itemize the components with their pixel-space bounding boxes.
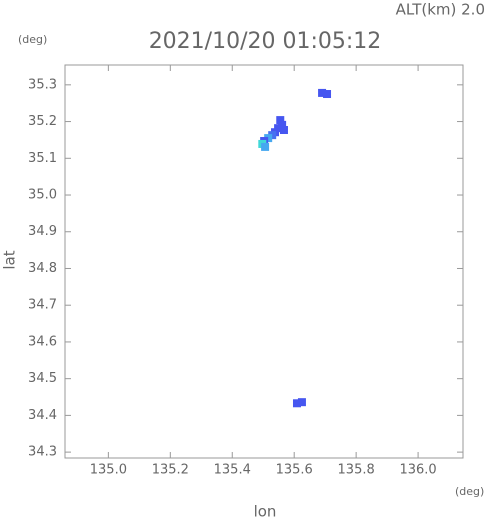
echo-cell: [279, 126, 288, 135]
echo-cell: [276, 116, 285, 125]
x-axis-label: lon: [254, 503, 277, 521]
y-tick-label: 34.8: [28, 261, 57, 276]
y-tick-label: 34.4: [28, 408, 57, 423]
echo-cell: [297, 398, 306, 407]
echo-cell: [261, 142, 270, 151]
echo-cell: [264, 134, 273, 143]
x-tick-label: 135.2: [152, 463, 189, 478]
echo-cell: [292, 399, 301, 408]
echo-cell: [278, 120, 287, 129]
x-tick-label: 136.0: [399, 463, 436, 478]
y-tick-label: 34.3: [28, 445, 57, 460]
y-tick-label: 34.7: [28, 298, 57, 313]
y-tick-label: 35.1: [28, 151, 57, 166]
x-tick-label: 135.8: [338, 463, 375, 478]
x-tick-label: 135.0: [90, 463, 127, 478]
echo-cell: [318, 88, 327, 97]
x-unit: (deg): [455, 485, 484, 498]
y-tick-label: 34.9: [28, 224, 57, 239]
plot-frame: [64, 64, 464, 459]
altitude: ALT(km) 2.0: [396, 1, 485, 19]
y-tick-label: 35.0: [28, 188, 57, 203]
y-tick-label: 34.5: [28, 371, 57, 386]
x-tick-label: 135.4: [214, 463, 251, 478]
y-tick-label: 34.6: [28, 334, 57, 349]
echo-cell: [323, 90, 332, 99]
x-tick-label: 135.6: [276, 463, 313, 478]
y-tick-label: 35.2: [28, 114, 57, 129]
echo-cell: [274, 124, 283, 133]
echo-cell: [268, 131, 277, 140]
y-unit: (deg): [18, 33, 47, 46]
chart-title: 2021/10/20 01:05:12: [149, 29, 382, 54]
y-tick-label: 35.3: [28, 77, 57, 92]
y-axis-label: lat: [1, 250, 19, 269]
